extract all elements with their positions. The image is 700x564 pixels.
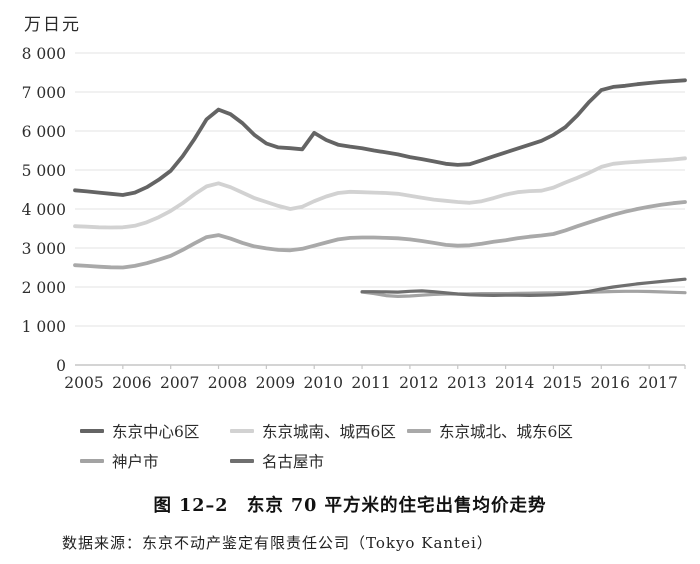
x-axis-tick-label: 2012 — [399, 374, 438, 392]
legend-item-2: 东京城南、城西6区 — [230, 420, 396, 442]
series-line-5 — [360, 277, 687, 297]
x-axis-tick-label: 2009 — [256, 374, 295, 392]
legend-swatch — [80, 459, 104, 463]
legend-swatch — [80, 429, 104, 433]
legend-label: 东京城南、城西6区 — [262, 423, 396, 441]
x-axis-tick-label: 2017 — [638, 374, 677, 392]
series-line-3 — [73, 200, 687, 270]
x-axis-tick-label: 2008 — [208, 374, 247, 392]
legend-label: 东京中心6区 — [112, 423, 200, 441]
figure-caption: 图 12–2 东京 70 平方米的住宅出售均价走势 — [153, 496, 547, 516]
y-axis-tick-label: 1 000 — [22, 318, 66, 336]
x-axis-tick-label: 2011 — [351, 374, 390, 392]
legend-swatch — [230, 429, 254, 433]
y-axis-tick-label: 4 000 — [22, 201, 66, 219]
y-axis-tick-label: 5 000 — [22, 162, 66, 180]
x-axis-tick-label: 2014 — [495, 374, 535, 392]
x-axis-tick-label: 2007 — [160, 374, 199, 392]
legend-swatch — [407, 429, 431, 433]
x-axis-tick-label: 2015 — [543, 374, 582, 392]
x-axis-tick-label: 2010 — [303, 374, 342, 392]
y-axis-tick-label: 3 000 — [22, 240, 66, 258]
x-axis-tick-label: 2005 — [64, 374, 103, 392]
data-source-note: 数据来源：东京不动产鉴定有限责任公司（Tokyo Kantei） — [62, 534, 493, 552]
legend-label: 东京城北、城东6区 — [439, 423, 573, 441]
legend-label: 神户市 — [112, 453, 159, 471]
series-line-2 — [73, 156, 687, 230]
legend-swatch — [230, 459, 254, 463]
x-axis-tick-label: 2013 — [447, 374, 486, 392]
x-axis-tick-label: 2016 — [591, 374, 630, 392]
series-line-4 — [360, 289, 687, 298]
legend-label: 名古屋市 — [262, 453, 325, 471]
series-line-1 — [73, 78, 687, 197]
legend-item-1: 东京中心6区 — [80, 420, 199, 442]
legend-item-5: 名古屋市 — [230, 450, 324, 472]
chart-legend: 东京中心6区 东京城南、城西6区 东京城北、城东6区神户市 名古屋市 — [0, 414, 700, 480]
x-axis-tick-label: 2006 — [112, 374, 151, 392]
price-trend-chart: 0 1 000 2 000 3 000 4 000 5 000 6 000 7 000 8 00… — [22, 45, 687, 392]
y-axis-tick-label: 8 000 — [22, 45, 66, 63]
y-axis-tick-label: 6 000 — [22, 123, 66, 141]
y-axis-tick-label: 7 000 — [22, 84, 66, 102]
y-axis-tick-label: 0 — [56, 357, 66, 375]
y-axis-tick-label: 2 000 — [22, 279, 66, 297]
legend-item-4: 神户市 — [80, 450, 159, 472]
y-axis-unit-label: 万日元 — [24, 15, 81, 35]
legend-item-3: 东京城北、城东6区 — [407, 420, 573, 442]
